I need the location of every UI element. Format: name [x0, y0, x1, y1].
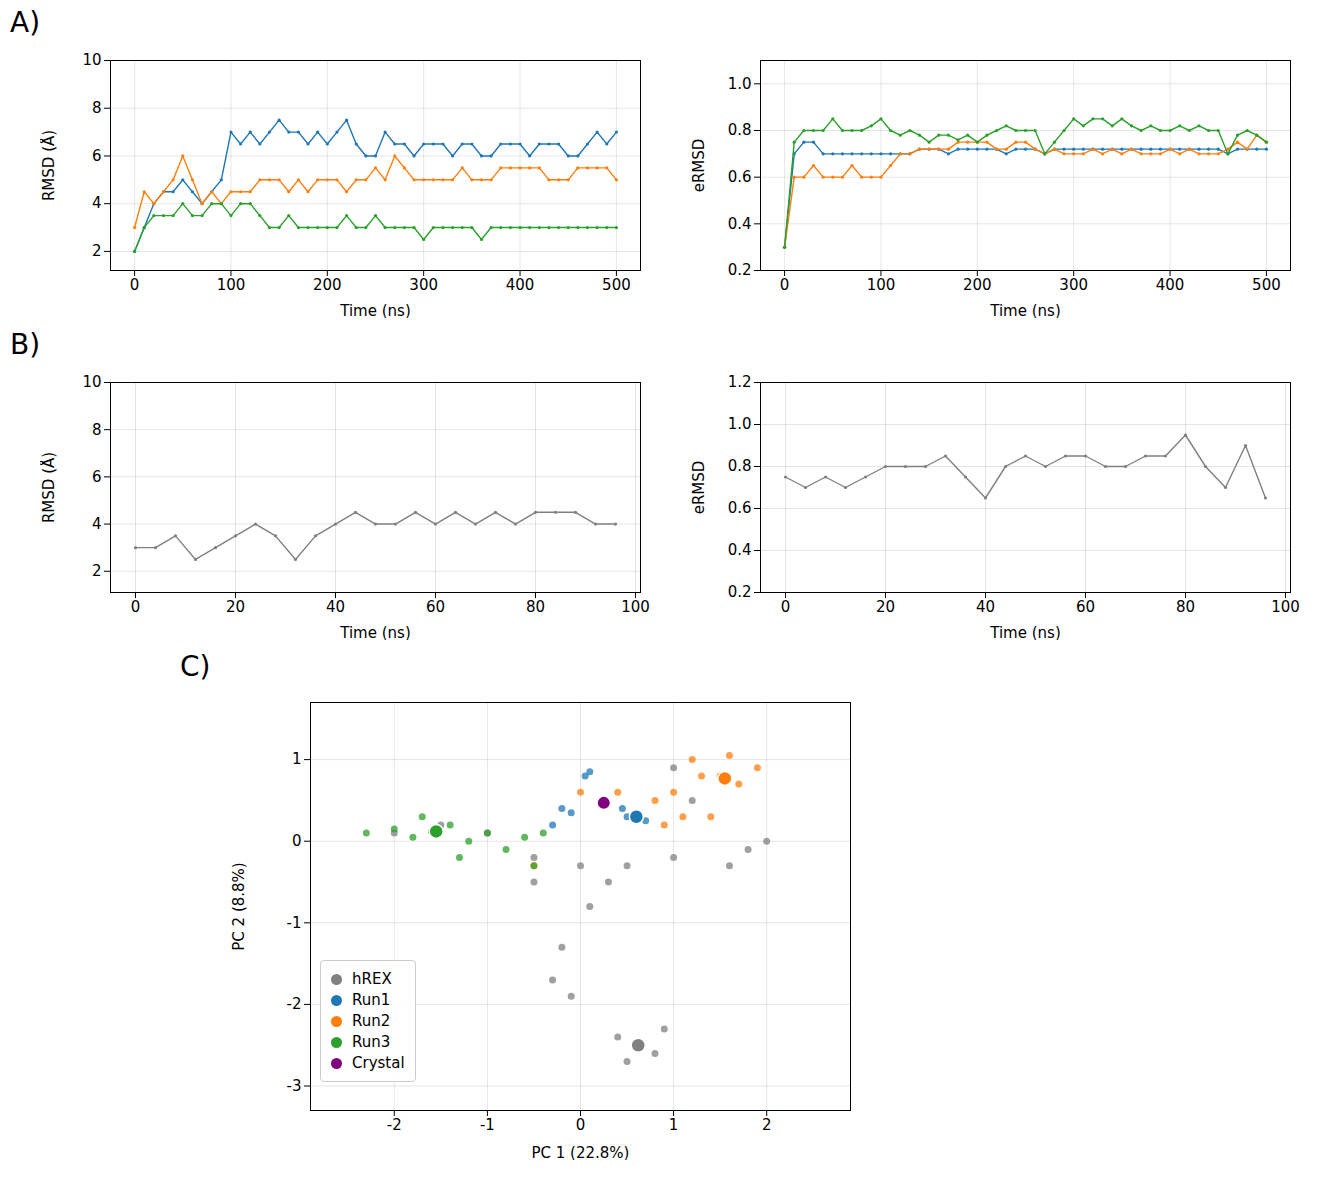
svg-text:PC 1 (22.8%): PC 1 (22.8%) — [532, 1144, 630, 1161]
svg-text:8: 8 — [92, 420, 102, 438]
svg-text:RMSD (Å): RMSD (Å) — [40, 452, 58, 523]
svg-text:0: 0 — [781, 598, 791, 616]
html-text:B): B) — [10, 328, 41, 361]
svg-text:100: 100 — [1271, 598, 1300, 616]
svg-text:60: 60 — [1076, 598, 1095, 616]
svg-text:80: 80 — [1176, 598, 1195, 616]
svg-text:0.6: 0.6 — [728, 499, 752, 517]
svg-text:0: 0 — [292, 832, 302, 850]
svg-text:-3: -3 — [287, 1077, 302, 1095]
svg-text:400: 400 — [1156, 276, 1185, 294]
svg-text:0: 0 — [130, 276, 140, 294]
svg-text:0.4: 0.4 — [728, 215, 752, 233]
html-text:C): C) — [180, 650, 211, 683]
svg-text:100: 100 — [621, 598, 650, 616]
svg-text:4: 4 — [92, 194, 102, 212]
svg-text:0.8: 0.8 — [728, 121, 752, 139]
svg-text:100: 100 — [217, 276, 246, 294]
svg-text:100: 100 — [867, 276, 896, 294]
svg-text:eRMSD: eRMSD — [690, 461, 708, 515]
html-text:Crystal: Crystal — [352, 1054, 405, 1072]
svg-text:Time (ns): Time (ns) — [339, 624, 411, 641]
svg-text:500: 500 — [1252, 276, 1281, 294]
svg-text:1: 1 — [292, 750, 302, 768]
svg-text:60: 60 — [426, 598, 445, 616]
svg-text:10: 10 — [82, 373, 101, 391]
svg-text:-2: -2 — [387, 1116, 402, 1134]
html-text:A): A) — [10, 6, 41, 39]
svg-text:0.4: 0.4 — [728, 541, 752, 559]
svg-text:0: 0 — [780, 276, 790, 294]
svg-text:500: 500 — [602, 276, 631, 294]
svg-text:0.6: 0.6 — [728, 168, 752, 186]
svg-text:10: 10 — [82, 51, 101, 69]
svg-text:0: 0 — [576, 1116, 586, 1134]
svg-text:200: 200 — [313, 276, 342, 294]
svg-text:1: 1 — [669, 1116, 679, 1134]
svg-text:4: 4 — [92, 515, 102, 533]
html-text:Run3: Run3 — [352, 1033, 391, 1051]
html-text:Run2: Run2 — [352, 1012, 391, 1030]
svg-text:400: 400 — [506, 276, 535, 294]
svg-text:0.2: 0.2 — [728, 583, 752, 601]
svg-text:80: 80 — [526, 598, 545, 616]
svg-text:300: 300 — [409, 276, 438, 294]
svg-text:2: 2 — [92, 242, 102, 260]
html-text:hREX: hREX — [352, 970, 392, 988]
svg-text:PC 2 (8.8%): PC 2 (8.8%) — [230, 862, 248, 950]
svg-text:2: 2 — [92, 562, 102, 580]
svg-text:RMSD (Å): RMSD (Å) — [40, 130, 58, 201]
svg-text:8: 8 — [92, 99, 102, 117]
svg-text:40: 40 — [976, 598, 995, 616]
svg-text:1.2: 1.2 — [728, 373, 752, 391]
svg-text:Time (ns): Time (ns) — [989, 302, 1061, 319]
svg-text:1.0: 1.0 — [728, 75, 752, 93]
svg-text:6: 6 — [92, 468, 102, 486]
svg-text:200: 200 — [963, 276, 992, 294]
svg-text:6: 6 — [92, 147, 102, 165]
svg-text:Time (ns): Time (ns) — [339, 302, 411, 319]
svg-text:0.8: 0.8 — [728, 457, 752, 475]
svg-text:1.0: 1.0 — [728, 415, 752, 433]
svg-text:40: 40 — [326, 598, 345, 616]
svg-text:-1: -1 — [480, 1116, 495, 1134]
svg-text:0: 0 — [131, 598, 141, 616]
html-text:Run1: Run1 — [352, 991, 391, 1009]
svg-text:-2: -2 — [287, 995, 302, 1013]
svg-text:20: 20 — [876, 598, 895, 616]
svg-text:2: 2 — [762, 1116, 772, 1134]
svg-text:eRMSD: eRMSD — [690, 139, 708, 193]
svg-text:-1: -1 — [287, 914, 302, 932]
svg-text:20: 20 — [226, 598, 245, 616]
svg-text:300: 300 — [1059, 276, 1088, 294]
svg-text:0.2: 0.2 — [728, 261, 752, 279]
svg-text:Time (ns): Time (ns) — [989, 624, 1061, 641]
